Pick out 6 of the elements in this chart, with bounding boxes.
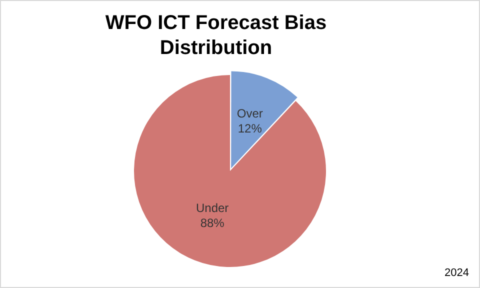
data-label: 12% [238, 121, 262, 136]
chart-title: WFO ICT Forecast Bias Distribution [104, 11, 328, 61]
slice-label: Under [196, 201, 229, 216]
text: 2024 [444, 267, 469, 279]
slice-label: Over [236, 106, 263, 120]
data-label: 88% [200, 216, 225, 230]
